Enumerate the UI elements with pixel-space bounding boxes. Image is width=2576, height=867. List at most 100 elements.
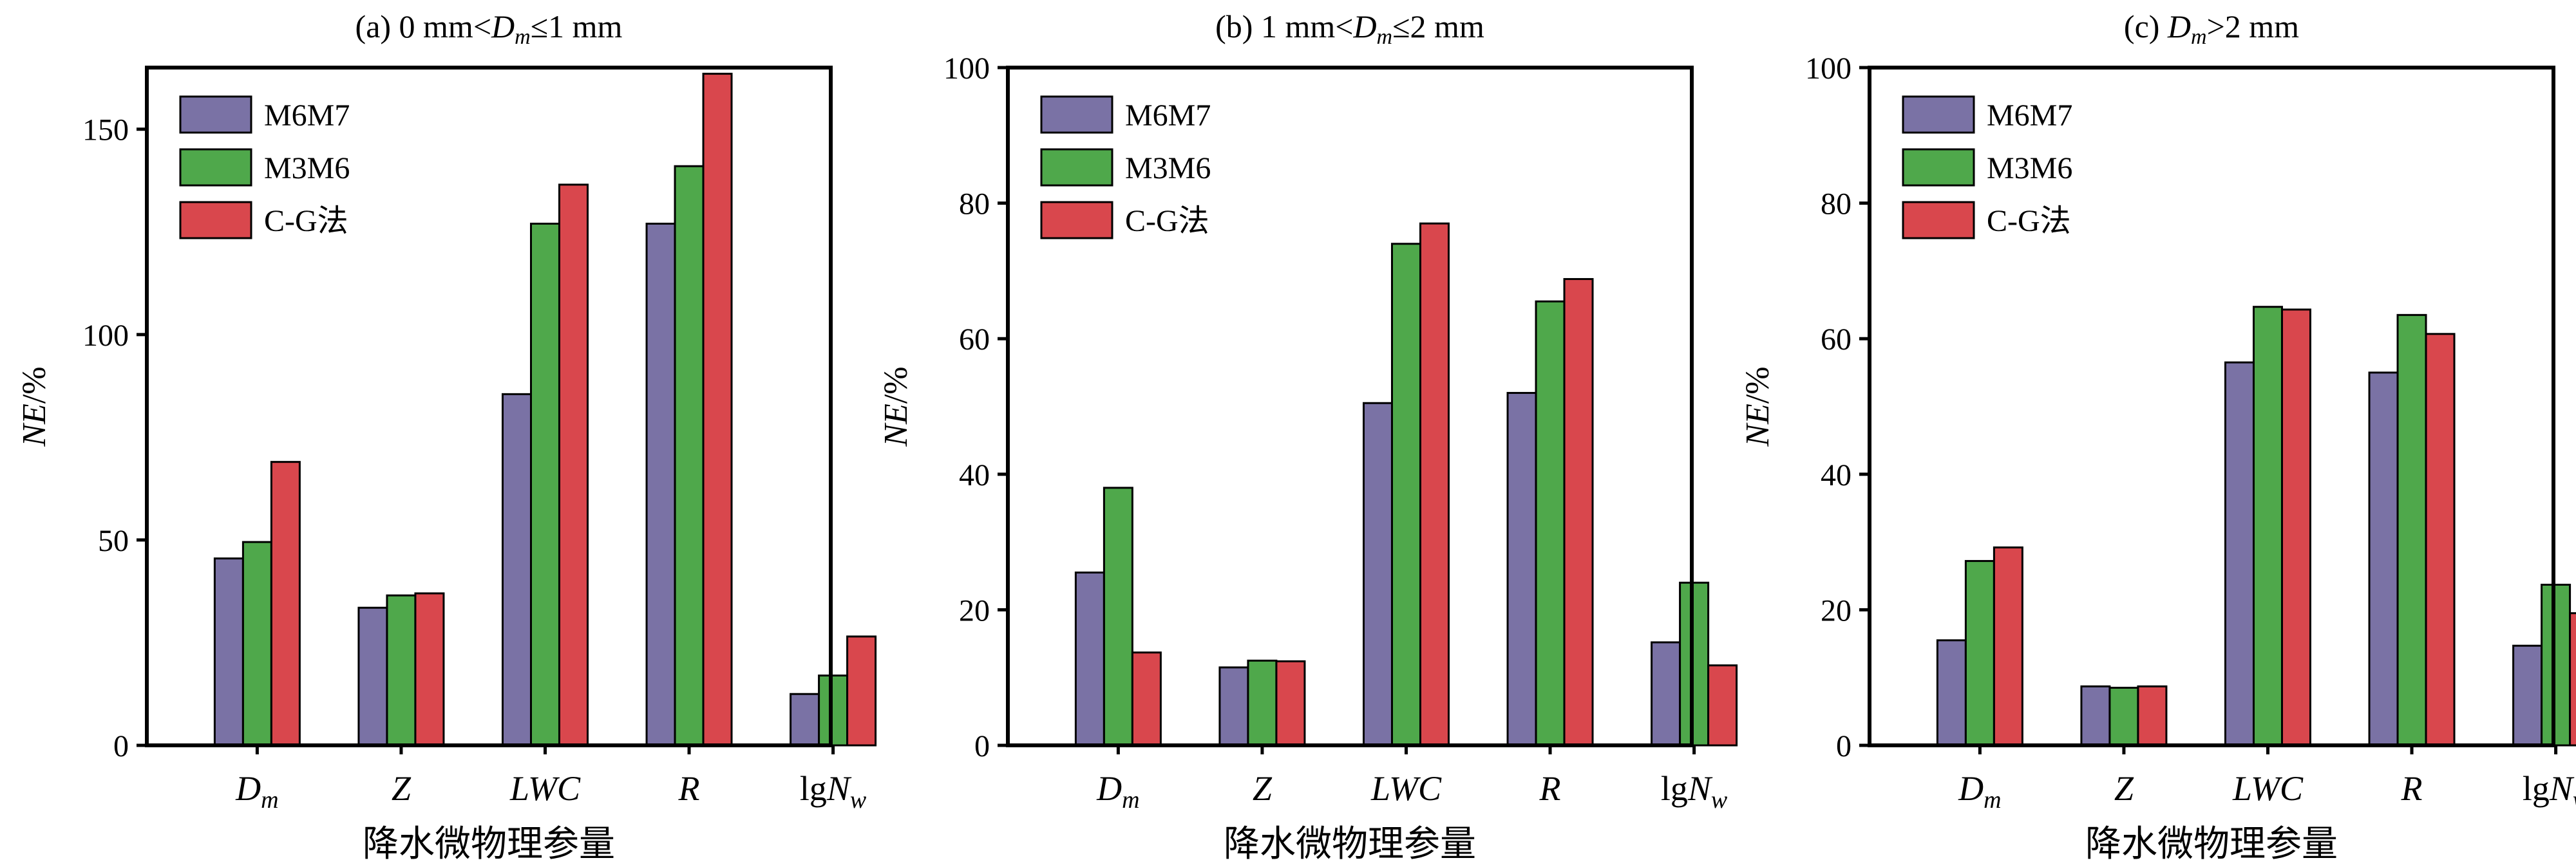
legend-label: M3M6 — [1987, 151, 2072, 185]
legend-swatch-M6M7 — [1040, 95, 1113, 134]
y-tick-label: 100 — [82, 319, 129, 353]
legend-label: C-G法 — [1987, 204, 2071, 238]
y-axis-label: NE/% — [1739, 366, 1776, 447]
x-tick-label-LWC: LWC — [2232, 769, 2304, 808]
bar-CG-lgNw — [846, 635, 877, 747]
x-tick-label-lgNw: lgNw — [1661, 769, 1728, 814]
panel-title: (b) 1 mm<Dm≤2 mm — [1215, 8, 1484, 49]
plot-frame — [145, 66, 833, 747]
x-tick-label-R: R — [678, 769, 700, 808]
y-tick-label: 0 — [113, 729, 129, 763]
y-tick-label: 20 — [1821, 593, 1852, 628]
bar-CG-Dm — [1131, 651, 1162, 747]
y-axis-label: NE/% — [878, 366, 914, 447]
bar-CG-Dm — [1993, 546, 2023, 747]
bar-M3M6-Z — [386, 594, 417, 747]
legend-swatch-M6M7 — [179, 95, 252, 134]
legend-swatch-CG — [1040, 201, 1113, 239]
y-tick-label: 0 — [974, 729, 990, 763]
x-tick-label-lgNw: lgNw — [2523, 769, 2576, 814]
bar-M6M7-Z — [1218, 666, 1249, 747]
x-tick-label-lgNw: lgNw — [800, 769, 867, 814]
y-tick-label: 20 — [959, 593, 990, 628]
bar-M3M6-lgNw — [2541, 583, 2571, 747]
bar-CG-LWC — [2280, 308, 2311, 747]
bar-M3M6-LWC — [1390, 243, 1421, 747]
y-tick-label: 60 — [959, 322, 990, 357]
bar-M3M6-LWC — [2252, 306, 2283, 747]
legend-label: C-G法 — [264, 204, 348, 238]
bar-CG-R — [2425, 333, 2456, 747]
bar-M3M6-Dm — [1103, 487, 1133, 747]
y-tick-label: 40 — [959, 458, 990, 492]
bar-CG-lgNw — [1707, 664, 1738, 747]
bar-M6M7-Dm — [213, 557, 244, 747]
bar-CG-Z — [2137, 685, 2168, 747]
bar-M6M7-R — [1506, 391, 1537, 747]
bar-M3M6-Dm — [1964, 560, 1995, 747]
panel-title: (c) Dm>2 mm — [2124, 8, 2299, 49]
bar-M3M6-lgNw — [818, 675, 849, 747]
legend-label: M3M6 — [264, 151, 350, 185]
x-tick-label-LWC: LWC — [509, 769, 581, 808]
y-tick-label: 100 — [943, 51, 990, 86]
bar-M6M7-lgNw — [1651, 641, 1681, 747]
bar-CG-R — [702, 73, 733, 747]
bar-CG-LWC — [558, 183, 589, 747]
bar-M3M6-R — [2396, 313, 2427, 747]
bar-M3M6-Z — [2108, 686, 2139, 747]
x-tick-label-Dm: Dm — [1958, 769, 2001, 814]
bar-M3M6-R — [1535, 300, 1566, 747]
x-tick-label-Z: Z — [1253, 769, 1273, 808]
y-axis-label: NE/% — [16, 366, 53, 447]
plot-frame — [1006, 66, 1694, 747]
bar-M3M6-Z — [1247, 659, 1278, 747]
legend-label: M6M7 — [1987, 98, 2072, 133]
bar-M3M6-Dm — [242, 541, 272, 747]
bar-CG-R — [1563, 278, 1594, 747]
y-tick-label: 100 — [1805, 51, 1852, 86]
panel-title: (a) 0 mm<Dm≤1 mm — [355, 8, 623, 49]
legend-label: M3M6 — [1125, 151, 1211, 185]
legend-label: M6M7 — [264, 98, 350, 133]
bar-M6M7-LWC — [501, 393, 532, 747]
legend-swatch-M3M6 — [1902, 148, 1975, 187]
bar-M6M7-Dm — [1074, 571, 1105, 747]
legend-label: M6M7 — [1125, 98, 1211, 133]
bar-M3M6-lgNw — [1679, 581, 1710, 747]
plot-frame — [1868, 66, 2555, 747]
y-tick-label: 150 — [82, 113, 129, 147]
x-axis-label: 降水微物理参量 — [1224, 825, 1476, 864]
bar-M3M6-LWC — [529, 223, 560, 747]
y-tick-label: 50 — [98, 524, 129, 558]
legend-swatch-CG — [179, 201, 252, 239]
bar-M6M7-R — [2368, 371, 2399, 747]
y-tick-label: 60 — [1821, 322, 1852, 357]
bar-M6M7-lgNw — [790, 693, 820, 747]
bar-M6M7-Dm — [1936, 639, 1967, 747]
x-tick-label-Z: Z — [392, 769, 412, 808]
x-tick-label-LWC: LWC — [1370, 769, 1442, 808]
bar-CG-Z — [414, 592, 445, 747]
y-tick-label: 80 — [1821, 187, 1852, 221]
bar-M6M7-Z — [357, 606, 388, 747]
bar-M6M7-LWC — [2224, 361, 2255, 747]
y-tick-label: 80 — [959, 187, 990, 221]
bar-M6M7-lgNw — [2512, 644, 2543, 747]
bar-M6M7-Z — [2080, 685, 2111, 747]
y-tick-label: 40 — [1821, 458, 1852, 492]
legend-swatch-M3M6 — [179, 148, 252, 187]
bar-CG-LWC — [1419, 222, 1450, 747]
x-tick-label-R: R — [2401, 769, 2423, 808]
legend-swatch-M6M7 — [1902, 95, 1975, 134]
bar-CG-lgNw — [2569, 612, 2576, 747]
bar-M3M6-R — [674, 165, 705, 747]
x-axis-label: 降水微物理参量 — [2085, 825, 2338, 864]
y-tick-label: 0 — [1836, 729, 1852, 763]
bar-CG-Dm — [270, 461, 301, 747]
x-tick-label-Z: Z — [2114, 769, 2134, 808]
